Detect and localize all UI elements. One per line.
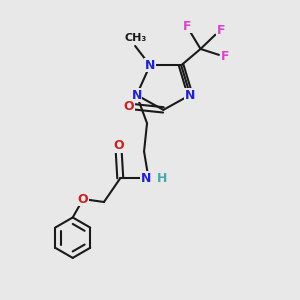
Text: O: O — [113, 139, 124, 152]
Text: F: F — [217, 24, 225, 37]
Text: N: N — [141, 172, 151, 185]
Text: O: O — [123, 100, 134, 113]
Text: F: F — [220, 50, 229, 63]
Text: N: N — [145, 59, 155, 72]
Text: O: O — [78, 193, 88, 206]
Text: N: N — [131, 88, 142, 101]
Text: F: F — [183, 20, 191, 33]
Text: CH₃: CH₃ — [124, 33, 146, 43]
Text: N: N — [185, 88, 195, 101]
Text: H: H — [157, 172, 167, 185]
